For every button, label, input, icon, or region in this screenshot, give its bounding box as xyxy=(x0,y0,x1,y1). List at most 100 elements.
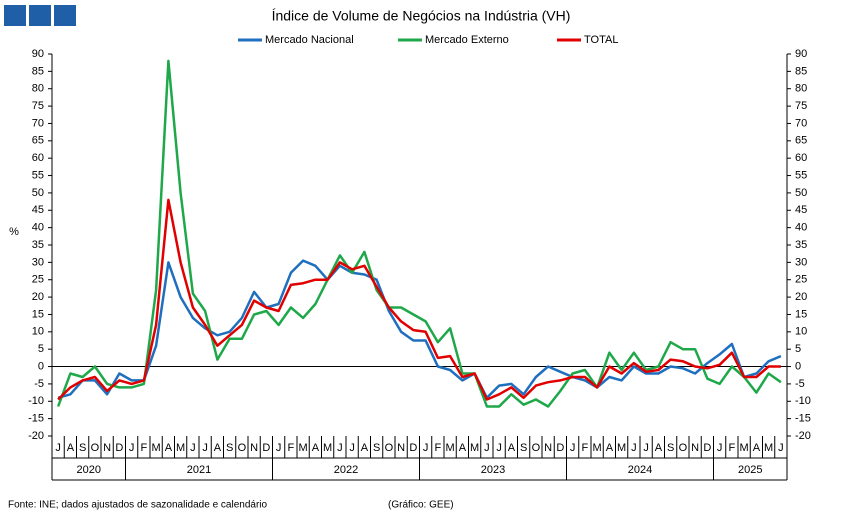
x-tick-label: D xyxy=(262,442,270,454)
chart-title: Índice de Volume de Negócios na Indústri… xyxy=(272,8,571,24)
y2-tick-label: -10 xyxy=(795,395,811,407)
x-tick-label: A xyxy=(361,442,369,454)
x-tick-label: J xyxy=(717,442,723,454)
y2-tick-label: 50 xyxy=(795,187,807,199)
x-tick-label: J xyxy=(276,442,282,454)
y2-tick-label: -15 xyxy=(795,413,811,425)
y2-tick-label: 85 xyxy=(795,65,807,77)
x-tick-label: A xyxy=(606,442,614,454)
y-tick-label: 60 xyxy=(32,152,44,164)
y2-tick-label: 55 xyxy=(795,169,807,181)
y-tick-label: -5 xyxy=(34,378,44,390)
x-tick-label: J xyxy=(337,442,343,454)
y-tick-label: 50 xyxy=(32,187,44,199)
logo-block xyxy=(54,5,76,26)
y-tick-label: 40 xyxy=(32,222,44,234)
x-tick-label: A xyxy=(165,442,173,454)
x-tick-label: F xyxy=(435,442,442,454)
x-tick-label: J xyxy=(190,442,196,454)
y-tick-label: 45 xyxy=(32,204,44,216)
x-tick-label: D xyxy=(556,442,564,454)
x-tick-label: S xyxy=(226,442,233,454)
x-tick-label: A xyxy=(67,442,75,454)
legend-label: TOTAL xyxy=(584,34,618,46)
year-label: 2025 xyxy=(738,464,762,476)
x-tick-label: S xyxy=(79,442,86,454)
x-tick-label: J xyxy=(55,442,61,454)
x-tick-label: F xyxy=(288,442,295,454)
x-tick-label: M xyxy=(323,442,332,454)
x-tick-label: O xyxy=(385,442,394,454)
y2-tick-label: 70 xyxy=(795,117,807,129)
x-tick-label: J xyxy=(129,442,135,454)
x-tick-label: J xyxy=(643,442,649,454)
x-tick-label: A xyxy=(508,442,516,454)
x-tick-label: D xyxy=(409,442,417,454)
y2-tick-label: 65 xyxy=(795,135,807,147)
x-tick-label: M xyxy=(152,442,161,454)
y-tick-label: 55 xyxy=(32,169,44,181)
x-tick-label: M xyxy=(617,442,626,454)
y-tick-label: 20 xyxy=(32,291,44,303)
x-tick-label: D xyxy=(703,442,711,454)
year-label: 2021 xyxy=(187,464,211,476)
y2-tick-label: 90 xyxy=(795,48,807,60)
y2-tick-label: 25 xyxy=(795,274,807,286)
x-tick-label: J xyxy=(484,442,490,454)
y-tick-label: 35 xyxy=(32,239,44,251)
source: Fonte: INE; dados ajustados de sazonalid… xyxy=(8,500,268,511)
year-label: 2022 xyxy=(334,464,358,476)
x-tick-label: O xyxy=(91,442,100,454)
x-tick-label: N xyxy=(691,442,699,454)
x-tick-label: J xyxy=(202,442,208,454)
x-tick-label: M xyxy=(299,442,308,454)
y2-tick-label: 0 xyxy=(795,360,801,372)
x-tick-label: J xyxy=(631,442,637,454)
x-tick-label: A xyxy=(214,442,222,454)
y2-tick-label: 35 xyxy=(795,239,807,251)
year-label: 2024 xyxy=(628,464,652,476)
y-tick-label: 0 xyxy=(38,360,44,372)
y-tick-label: 15 xyxy=(32,308,44,320)
x-tick-label: M xyxy=(446,442,455,454)
y2-tick-label: -5 xyxy=(795,378,805,390)
x-tick-label: N xyxy=(103,442,111,454)
x-tick-label: J xyxy=(349,442,355,454)
logo-block xyxy=(4,5,26,26)
year-label: 2023 xyxy=(481,464,505,476)
x-tick-label: J xyxy=(778,442,784,454)
y-tick-label: -15 xyxy=(28,413,44,425)
x-tick-label: M xyxy=(176,442,185,454)
x-tick-label: O xyxy=(238,442,247,454)
y2-tick-label: 60 xyxy=(795,152,807,164)
x-tick-label: J xyxy=(496,442,502,454)
x-tick-label: M xyxy=(740,442,749,454)
y-tick-label: 25 xyxy=(32,274,44,286)
x-tick-label: M xyxy=(764,442,773,454)
x-tick-label: A xyxy=(459,442,467,454)
series-line xyxy=(57,198,781,401)
y-tick-label: 65 xyxy=(32,135,44,147)
y2-tick-label: 30 xyxy=(795,256,807,268)
y-tick-label: 90 xyxy=(32,48,44,60)
y2-tick-label: 45 xyxy=(795,204,807,216)
x-tick-label: O xyxy=(532,442,541,454)
y-tick-label: 70 xyxy=(32,117,44,129)
y-tick-label: -20 xyxy=(28,430,44,442)
y2-tick-label: 15 xyxy=(795,308,807,320)
x-tick-label: A xyxy=(655,442,663,454)
x-tick-label: D xyxy=(115,442,123,454)
x-tick-label: O xyxy=(679,442,688,454)
y2-tick-label: -20 xyxy=(795,430,811,442)
y2-tick-label: 75 xyxy=(795,100,807,112)
y-tick-label: 75 xyxy=(32,100,44,112)
legend-label: Mercado Nacional xyxy=(265,34,354,46)
y2-tick-label: 20 xyxy=(795,291,807,303)
x-tick-label: N xyxy=(250,442,258,454)
logo-block xyxy=(29,5,51,26)
x-tick-label: M xyxy=(470,442,479,454)
y-tick-label: 5 xyxy=(38,343,44,355)
x-tick-label: F xyxy=(729,442,736,454)
x-tick-label: J xyxy=(423,442,429,454)
